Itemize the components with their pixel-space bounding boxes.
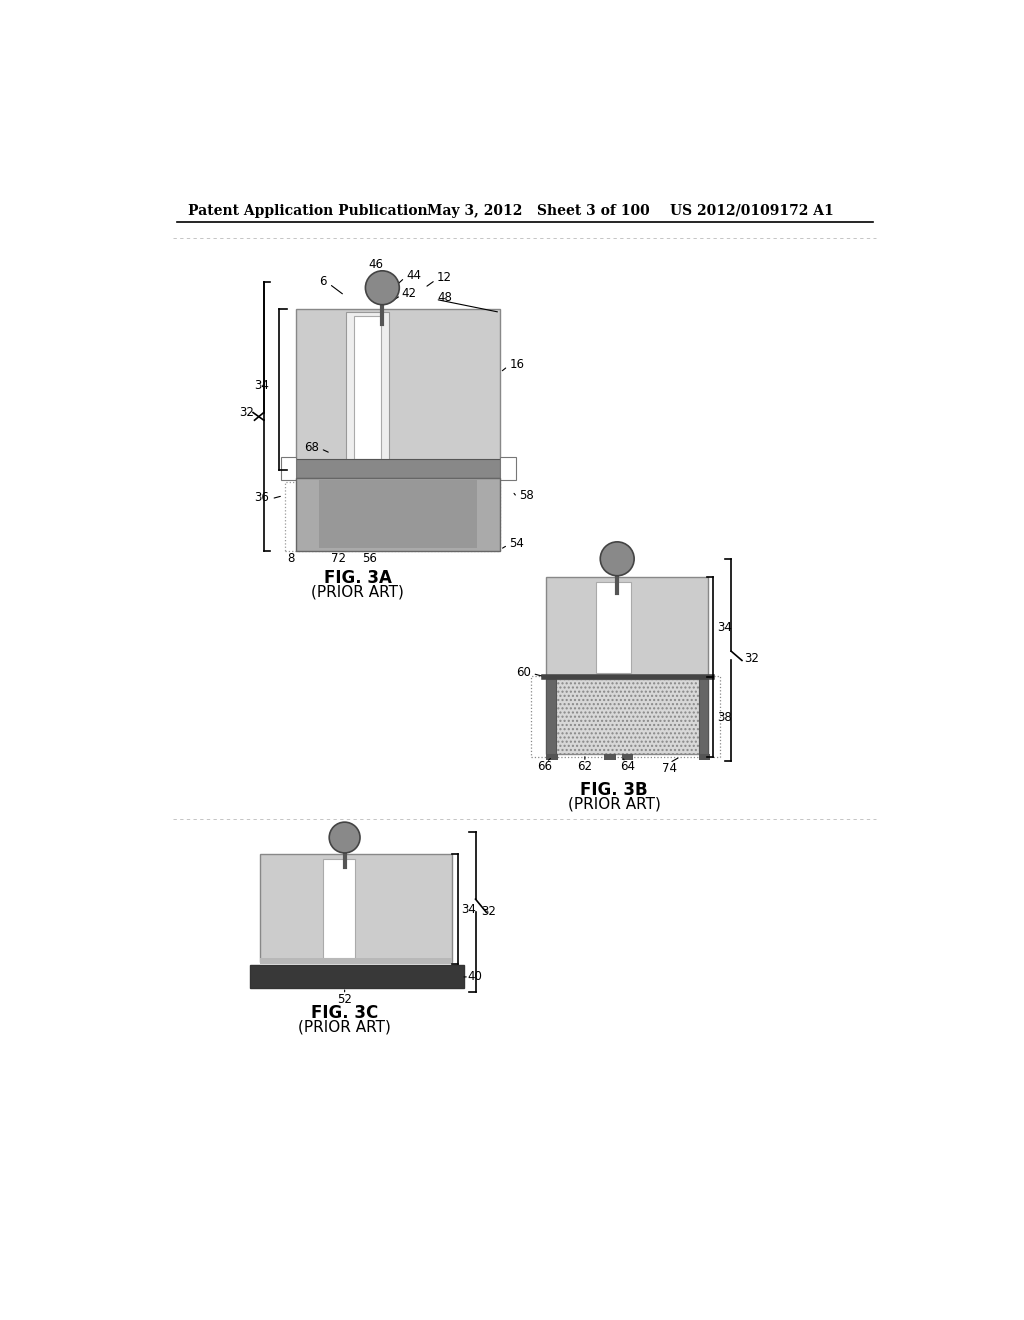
Bar — [296, 478, 500, 552]
Bar — [547, 577, 708, 677]
Text: FIG. 3A: FIG. 3A — [324, 569, 391, 587]
Text: 42: 42 — [401, 286, 417, 300]
Bar — [250, 965, 464, 989]
Circle shape — [366, 271, 399, 305]
Text: 40: 40 — [468, 970, 482, 983]
Bar — [260, 854, 453, 961]
Text: 52: 52 — [337, 993, 352, 1006]
Bar — [296, 309, 500, 470]
Bar — [260, 958, 453, 964]
Text: 66: 66 — [538, 760, 552, 774]
Text: 44: 44 — [407, 269, 421, 282]
Text: 72: 72 — [331, 552, 346, 565]
Text: 34: 34 — [254, 379, 269, 392]
Bar — [547, 678, 708, 754]
Text: (PRIOR ART): (PRIOR ART) — [567, 796, 660, 812]
Text: 56: 56 — [361, 552, 377, 565]
Text: 36: 36 — [254, 491, 269, 504]
Text: 38: 38 — [717, 711, 732, 723]
Text: 62: 62 — [578, 760, 592, 774]
Text: (PRIOR ART): (PRIOR ART) — [298, 1019, 391, 1035]
Bar — [285, 482, 500, 552]
Text: 16: 16 — [509, 358, 524, 371]
Circle shape — [600, 543, 634, 576]
Circle shape — [330, 822, 360, 853]
Bar — [604, 754, 615, 760]
Text: (PRIOR ART): (PRIOR ART) — [311, 585, 404, 599]
Text: US 2012/0109172 A1: US 2012/0109172 A1 — [670, 203, 834, 218]
Text: FIG. 3C: FIG. 3C — [311, 1005, 378, 1022]
Bar — [596, 582, 631, 673]
Bar — [547, 754, 558, 760]
Text: 32: 32 — [481, 906, 496, 917]
Bar — [296, 459, 500, 478]
Bar — [323, 859, 355, 958]
Bar — [547, 678, 556, 754]
Text: 6: 6 — [319, 275, 327, 288]
Text: 54: 54 — [509, 537, 524, 550]
Text: FIG. 3B: FIG. 3B — [581, 781, 648, 799]
Text: 74: 74 — [663, 762, 677, 775]
Text: 60: 60 — [516, 667, 531, 680]
Text: 46: 46 — [368, 259, 383, 271]
Bar — [531, 676, 720, 756]
Text: 34: 34 — [462, 903, 476, 916]
Bar — [622, 754, 634, 760]
Bar — [500, 457, 515, 480]
Bar — [319, 480, 477, 548]
Bar — [281, 457, 296, 480]
Text: 8: 8 — [287, 552, 295, 565]
Text: 58: 58 — [518, 490, 534, 502]
Bar — [354, 317, 381, 459]
Text: 32: 32 — [239, 407, 254, 418]
Bar — [346, 313, 388, 466]
Text: 48: 48 — [437, 290, 452, 304]
Text: 32: 32 — [744, 652, 759, 665]
Text: May 3, 2012   Sheet 3 of 100: May 3, 2012 Sheet 3 of 100 — [427, 203, 650, 218]
Bar — [698, 678, 708, 754]
Bar — [698, 754, 711, 760]
Text: Patent Application Publication: Patent Application Publication — [188, 203, 428, 218]
Text: 12: 12 — [437, 271, 452, 284]
Text: 68: 68 — [304, 441, 319, 454]
Text: 64: 64 — [620, 760, 635, 774]
Text: 34: 34 — [717, 620, 732, 634]
